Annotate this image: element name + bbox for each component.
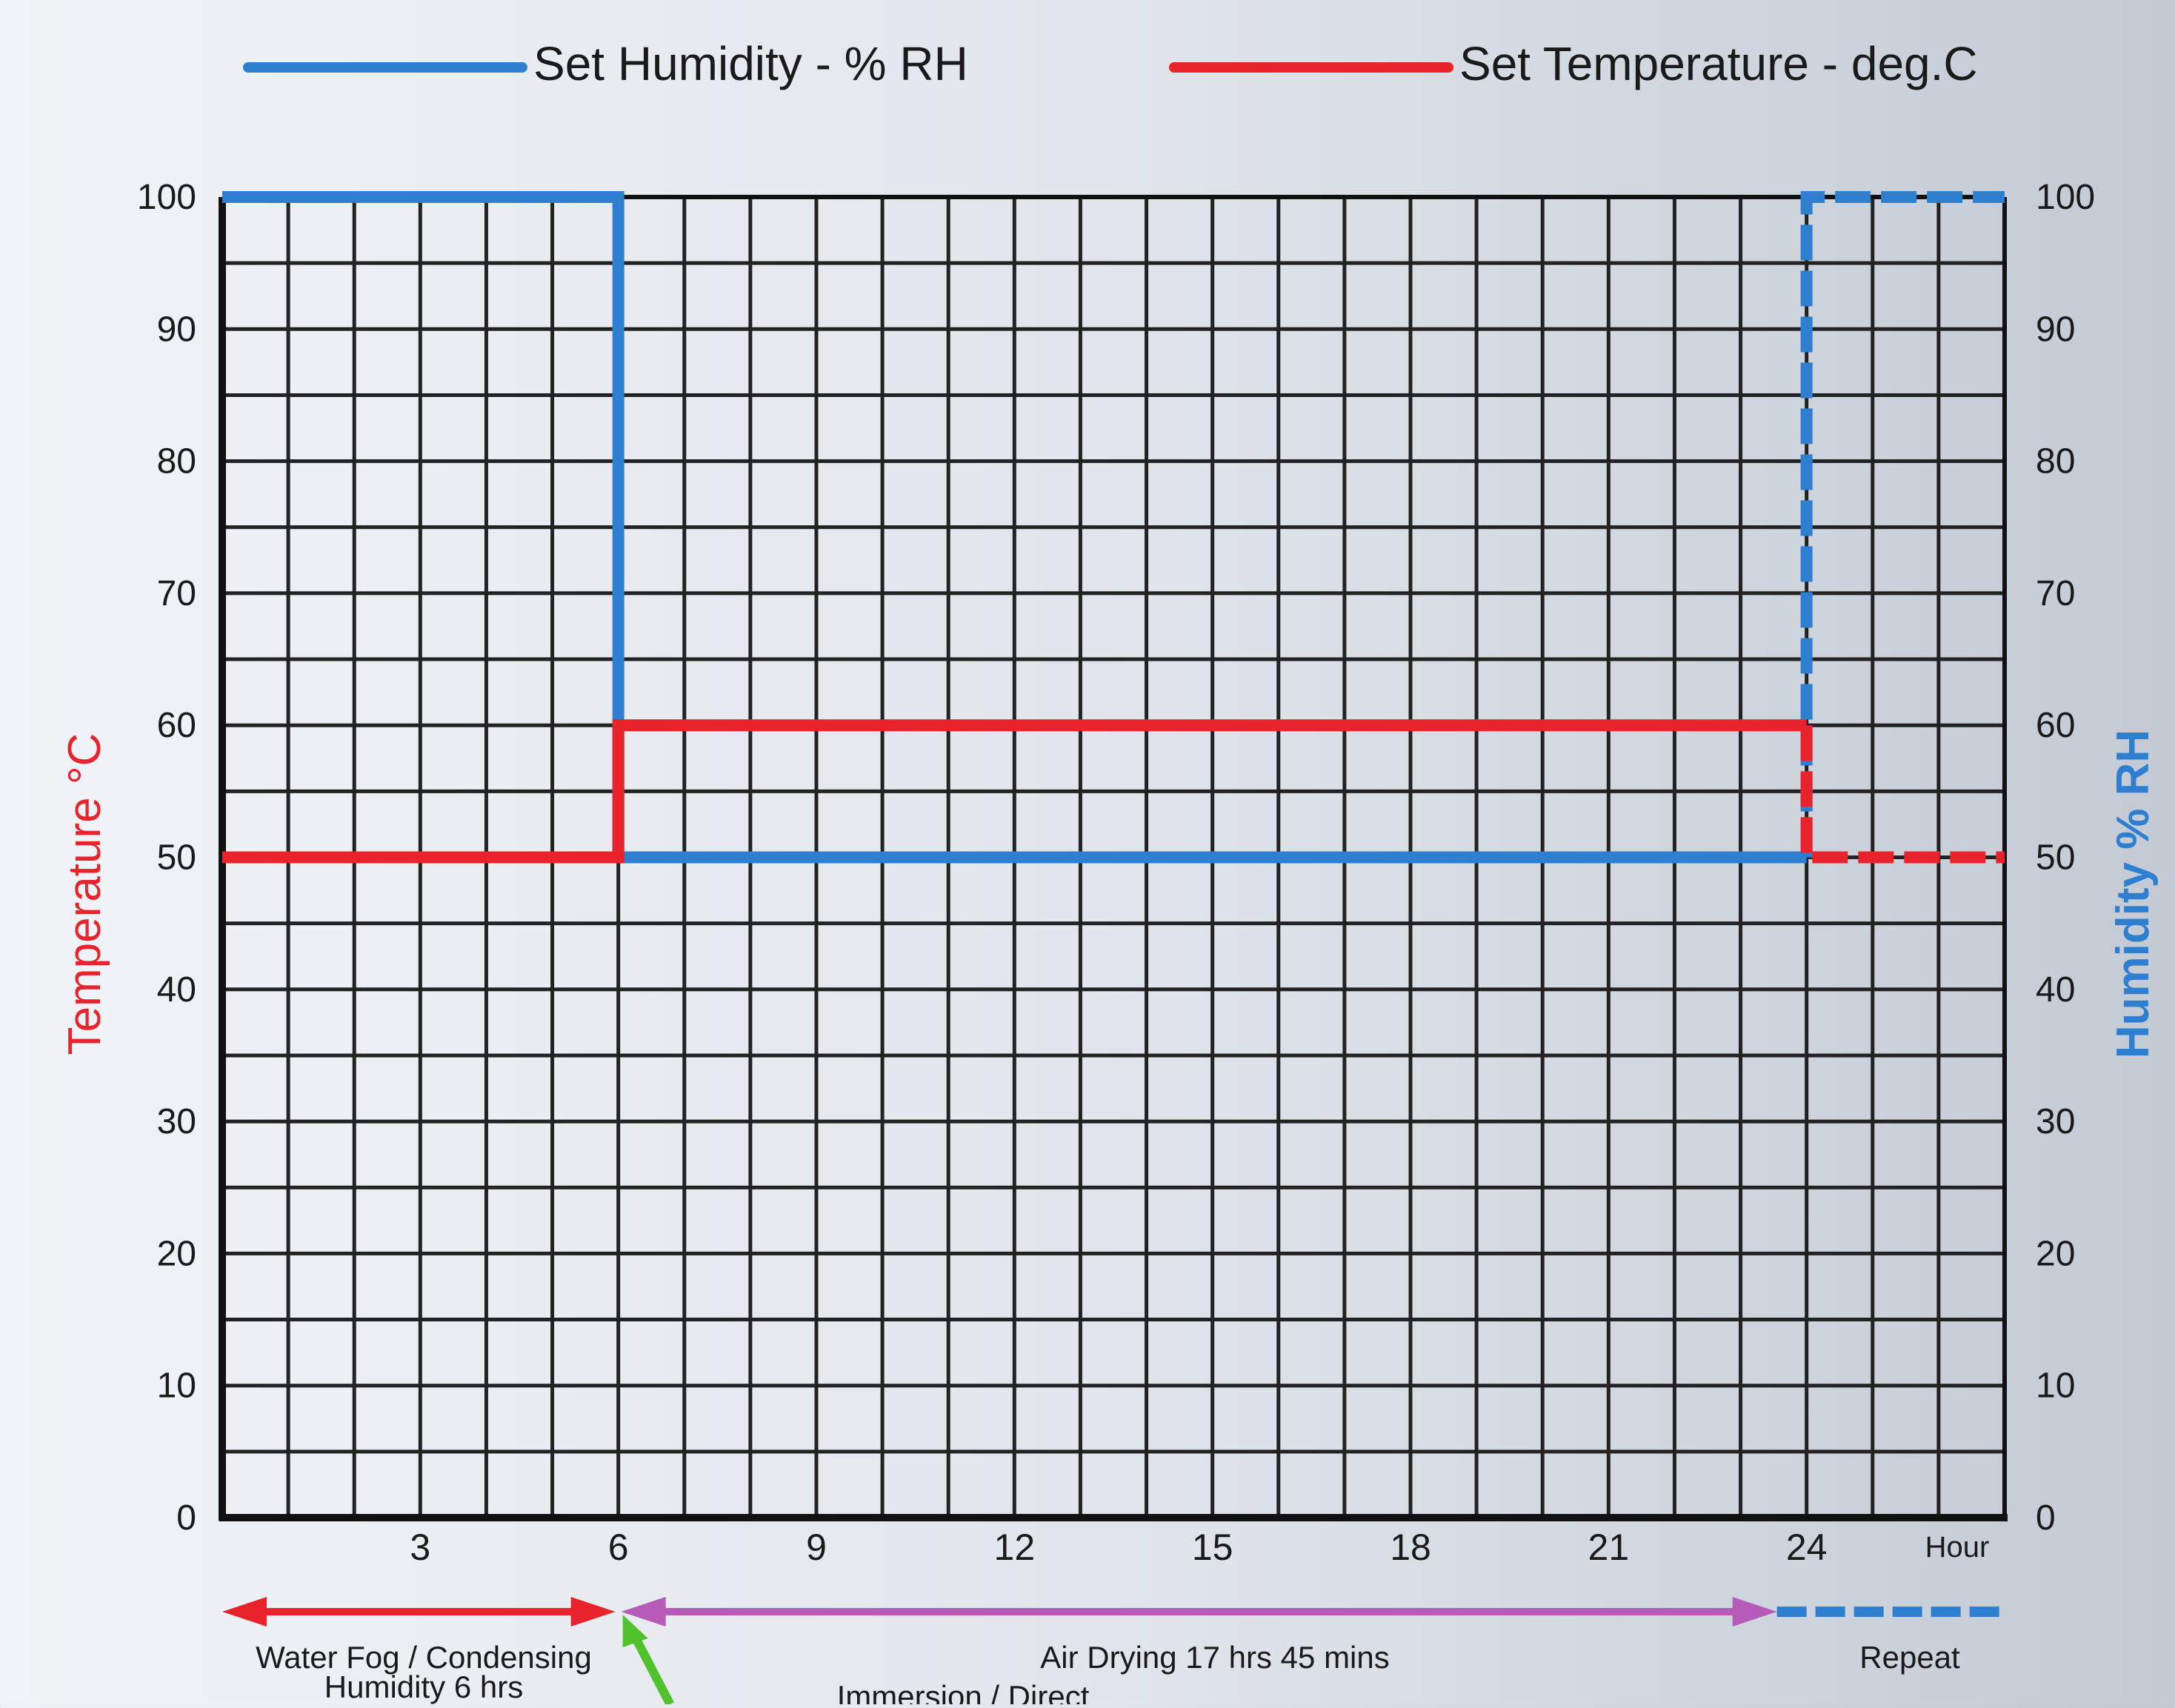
y-tick-label-left: 60 [157,706,196,745]
phase-drying-arrow-head-left [621,1597,666,1627]
x-tick-label: 9 [806,1527,827,1568]
y-tick-label-right: 60 [2036,706,2075,745]
phase-fog-label-line2: Humidity 6 hrs [324,1669,523,1704]
humidity-repeat-line [1800,191,2005,858]
y-tick-label-left: 40 [157,970,196,1010]
temperature-repeat-line [1800,725,2005,864]
x-tick-label: 18 [1390,1527,1431,1568]
y-tick-label-right: 80 [2036,442,2075,481]
y-tick-label-right: 40 [2036,970,2075,1010]
y-tick-label-right: 10 [2036,1367,2075,1406]
phase-cutoff-label: Immersion / Direct [837,1679,1090,1704]
phase-pointer-line [629,1631,674,1707]
y-tick-label-right: 20 [2036,1234,2075,1273]
phase-fog-arrow-head-right [570,1597,616,1627]
y-tick-label-right: 0 [2036,1498,2056,1538]
y-tick-label-left: 30 [157,1102,196,1141]
legend-temperature-label: Set Temperature - deg.C [1459,37,1978,90]
legend-humidity-label: Set Humidity - % RH [533,37,968,90]
y-tick-label-left: 80 [157,442,196,481]
y-tick-label-left: 100 [137,178,196,217]
y-tick-label-left: 20 [157,1234,196,1273]
phase-annotations [222,1597,2005,1707]
left-axis-label: Temperature °C [59,733,110,1055]
right-axis-label: Humidity % RH [2108,730,2159,1058]
phase-fog-label-line1: Water Fog / Condensing [256,1640,592,1675]
x-tick-label: 6 [608,1527,629,1568]
temperature-line [222,719,1807,864]
y-tick-label-right: 30 [2036,1102,2075,1141]
y-tick-label-right: 50 [2036,838,2075,878]
series [222,191,2005,864]
phase-repeat-label: Repeat [1859,1640,1960,1675]
y-tick-label-left: 10 [157,1367,196,1406]
humidity-line [222,191,1807,864]
x-tick-label: 24 [1786,1527,1828,1568]
phase-pointer-head [622,1615,648,1647]
y-tick-label-left: 0 [176,1498,196,1538]
x-tick-label: 3 [410,1527,430,1568]
x-tick-label: 12 [994,1527,1036,1568]
tick-labels: 0 0 10 10 20 20 30 30 40 40 50 50 60 60 70 70 80 80 90 90 10… [137,178,2095,1568]
y-tick-label-left: 50 [157,838,196,878]
x-tick-label: 15 [1192,1527,1233,1568]
phase-fog-arrow-head-left [222,1597,267,1627]
y-tick-label-right: 90 [2036,310,2075,349]
y-tick-label-right: 100 [2036,178,2095,217]
x-tick-label: 21 [1588,1527,1630,1568]
y-tick-label-left: 70 [157,574,196,613]
y-tick-label-left: 90 [157,310,196,349]
x-unit-label: Hour [1925,1531,1990,1564]
phase-drying-label: Air Drying 17 hrs 45 mins [1040,1640,1390,1675]
phase-drying-arrow-head-right [1732,1597,1777,1627]
y-tick-label-right: 70 [2036,574,2075,613]
legend: Set Humidity - % RH Set Temperature - de… [243,37,1978,90]
